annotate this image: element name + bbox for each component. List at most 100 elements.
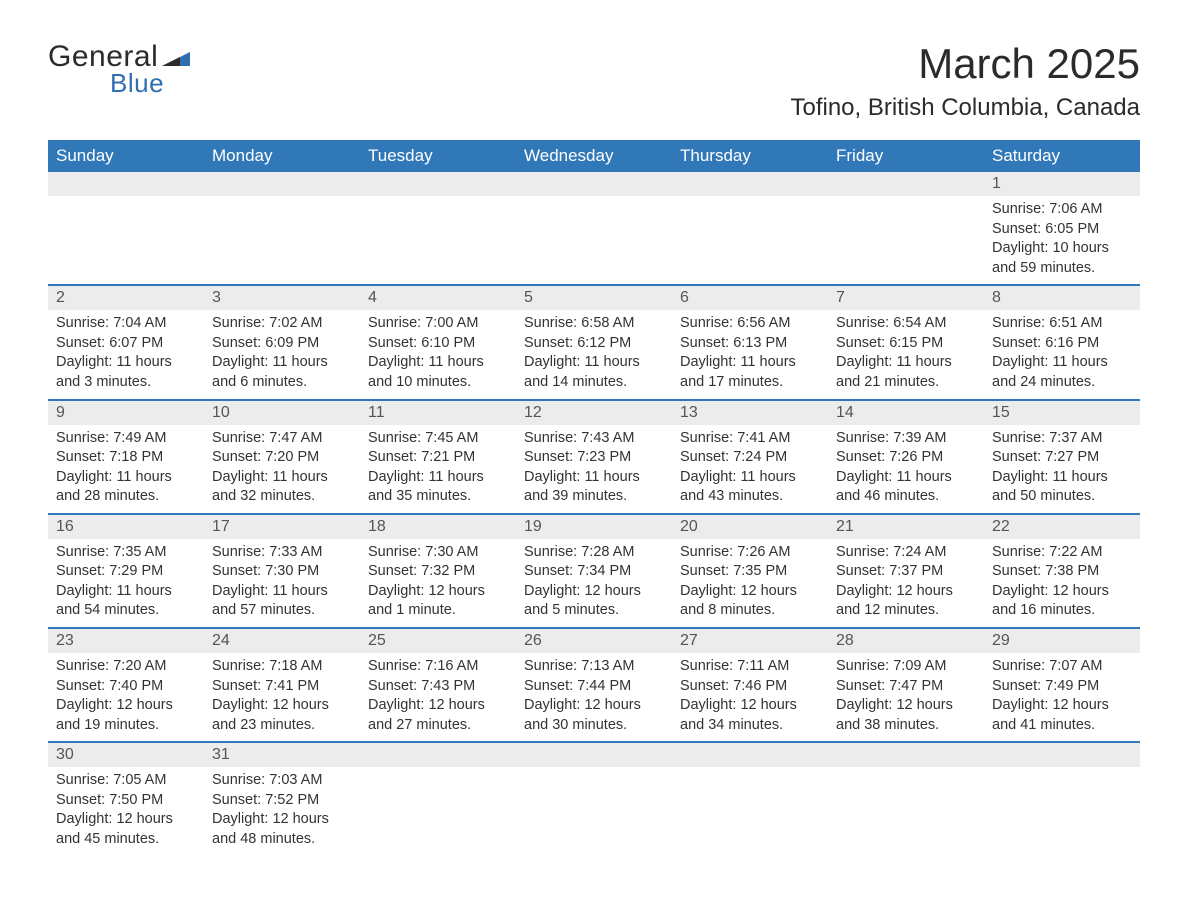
day-number-bar-empty [516, 172, 672, 196]
day-content-empty [204, 196, 360, 206]
day-content: Sunrise: 7:28 AMSunset: 7:34 PMDaylight:… [516, 539, 672, 627]
sunrise-line: Sunrise: 7:45 AM [368, 429, 508, 449]
sunset-line: Sunset: 7:44 PM [524, 677, 664, 697]
header: General Blue March 2025 Tofino, British … [48, 40, 1140, 122]
calendar-day-cell: 16Sunrise: 7:35 AMSunset: 7:29 PMDayligh… [48, 513, 204, 627]
weekday-header: Sunday [48, 140, 204, 172]
daylight-line: Daylight: 12 hours and 8 minutes. [680, 582, 820, 621]
day-number-bar: 21 [828, 513, 984, 539]
day-number-bar: 2 [48, 284, 204, 310]
day-number-bar: 30 [48, 741, 204, 767]
day-content: Sunrise: 7:49 AMSunset: 7:18 PMDaylight:… [48, 425, 204, 513]
sunset-line: Sunset: 7:46 PM [680, 677, 820, 697]
sunrise-line: Sunrise: 7:03 AM [212, 771, 352, 791]
calendar-day-cell: 10Sunrise: 7:47 AMSunset: 7:20 PMDayligh… [204, 399, 360, 513]
daylight-line: Daylight: 10 hours and 59 minutes. [992, 239, 1132, 278]
day-number-bar: 12 [516, 399, 672, 425]
day-content-empty [516, 767, 672, 777]
calendar-day-cell: 28Sunrise: 7:09 AMSunset: 7:47 PMDayligh… [828, 627, 984, 741]
sunset-line: Sunset: 7:29 PM [56, 562, 196, 582]
sunrise-line: Sunrise: 7:49 AM [56, 429, 196, 449]
sunrise-line: Sunrise: 7:00 AM [368, 314, 508, 334]
day-number-bar: 1 [984, 172, 1140, 196]
sunset-line: Sunset: 7:50 PM [56, 791, 196, 811]
sunset-line: Sunset: 6:12 PM [524, 334, 664, 354]
sunrise-line: Sunrise: 7:43 AM [524, 429, 664, 449]
day-content-empty [828, 196, 984, 206]
calendar-day-cell: 3Sunrise: 7:02 AMSunset: 6:09 PMDaylight… [204, 284, 360, 398]
sunrise-line: Sunrise: 7:41 AM [680, 429, 820, 449]
sunset-line: Sunset: 6:13 PM [680, 334, 820, 354]
daylight-line: Daylight: 11 hours and 57 minutes. [212, 582, 352, 621]
sunrise-line: Sunrise: 7:09 AM [836, 657, 976, 677]
calendar-day-cell: 8Sunrise: 6:51 AMSunset: 6:16 PMDaylight… [984, 284, 1140, 398]
sunset-line: Sunset: 7:26 PM [836, 448, 976, 468]
day-content: Sunrise: 7:24 AMSunset: 7:37 PMDaylight:… [828, 539, 984, 627]
day-number-bar: 17 [204, 513, 360, 539]
day-number-bar: 20 [672, 513, 828, 539]
sunset-line: Sunset: 7:18 PM [56, 448, 196, 468]
sunrise-line: Sunrise: 7:07 AM [992, 657, 1132, 677]
calendar-day-cell: 24Sunrise: 7:18 AMSunset: 7:41 PMDayligh… [204, 627, 360, 741]
location: Tofino, British Columbia, Canada [790, 94, 1140, 122]
day-number-bar-empty [984, 741, 1140, 767]
sunset-line: Sunset: 7:49 PM [992, 677, 1132, 697]
day-number-bar: 3 [204, 284, 360, 310]
weekday-header: Tuesday [360, 140, 516, 172]
sunset-line: Sunset: 7:35 PM [680, 562, 820, 582]
calendar-day-cell [360, 172, 516, 284]
day-content: Sunrise: 7:41 AMSunset: 7:24 PMDaylight:… [672, 425, 828, 513]
day-number-bar: 11 [360, 399, 516, 425]
day-content: Sunrise: 7:30 AMSunset: 7:32 PMDaylight:… [360, 539, 516, 627]
day-content: Sunrise: 7:00 AMSunset: 6:10 PMDaylight:… [360, 310, 516, 398]
weekday-header: Saturday [984, 140, 1140, 172]
daylight-line: Daylight: 12 hours and 12 minutes. [836, 582, 976, 621]
day-content: Sunrise: 7:11 AMSunset: 7:46 PMDaylight:… [672, 653, 828, 741]
daylight-line: Daylight: 12 hours and 34 minutes. [680, 696, 820, 735]
calendar-day-cell [516, 172, 672, 284]
weekday-header: Monday [204, 140, 360, 172]
sunrise-line: Sunrise: 7:33 AM [212, 543, 352, 563]
calendar-day-cell [516, 741, 672, 855]
day-number-bar: 28 [828, 627, 984, 653]
calendar-day-cell [360, 741, 516, 855]
calendar-day-cell [204, 172, 360, 284]
daylight-line: Daylight: 11 hours and 46 minutes. [836, 468, 976, 507]
daylight-line: Daylight: 11 hours and 3 minutes. [56, 353, 196, 392]
day-content: Sunrise: 7:22 AMSunset: 7:38 PMDaylight:… [984, 539, 1140, 627]
calendar-day-cell: 29Sunrise: 7:07 AMSunset: 7:49 PMDayligh… [984, 627, 1140, 741]
daylight-line: Daylight: 11 hours and 43 minutes. [680, 468, 820, 507]
sunset-line: Sunset: 7:34 PM [524, 562, 664, 582]
brand-logo: General Blue [48, 40, 190, 99]
sunset-line: Sunset: 7:52 PM [212, 791, 352, 811]
calendar-day-cell: 13Sunrise: 7:41 AMSunset: 7:24 PMDayligh… [672, 399, 828, 513]
daylight-line: Daylight: 11 hours and 17 minutes. [680, 353, 820, 392]
sunrise-line: Sunrise: 6:51 AM [992, 314, 1132, 334]
day-content: Sunrise: 7:09 AMSunset: 7:47 PMDaylight:… [828, 653, 984, 741]
day-content: Sunrise: 7:45 AMSunset: 7:21 PMDaylight:… [360, 425, 516, 513]
daylight-line: Daylight: 12 hours and 23 minutes. [212, 696, 352, 735]
daylight-line: Daylight: 11 hours and 6 minutes. [212, 353, 352, 392]
day-number-bar: 23 [48, 627, 204, 653]
sunrise-line: Sunrise: 7:39 AM [836, 429, 976, 449]
sunrise-line: Sunrise: 6:56 AM [680, 314, 820, 334]
calendar-day-cell: 22Sunrise: 7:22 AMSunset: 7:38 PMDayligh… [984, 513, 1140, 627]
calendar-day-cell [984, 741, 1140, 855]
day-number-bar: 8 [984, 284, 1140, 310]
calendar-day-cell: 18Sunrise: 7:30 AMSunset: 7:32 PMDayligh… [360, 513, 516, 627]
weekday-header: Friday [828, 140, 984, 172]
day-content: Sunrise: 7:26 AMSunset: 7:35 PMDaylight:… [672, 539, 828, 627]
calendar-day-cell: 7Sunrise: 6:54 AMSunset: 6:15 PMDaylight… [828, 284, 984, 398]
calendar-day-cell: 15Sunrise: 7:37 AMSunset: 7:27 PMDayligh… [984, 399, 1140, 513]
day-content: Sunrise: 6:58 AMSunset: 6:12 PMDaylight:… [516, 310, 672, 398]
sunset-line: Sunset: 7:23 PM [524, 448, 664, 468]
day-content: Sunrise: 7:07 AMSunset: 7:49 PMDaylight:… [984, 653, 1140, 741]
calendar-day-cell: 11Sunrise: 7:45 AMSunset: 7:21 PMDayligh… [360, 399, 516, 513]
day-content: Sunrise: 7:33 AMSunset: 7:30 PMDaylight:… [204, 539, 360, 627]
sunrise-line: Sunrise: 6:54 AM [836, 314, 976, 334]
daylight-line: Daylight: 11 hours and 10 minutes. [368, 353, 508, 392]
sunset-line: Sunset: 6:10 PM [368, 334, 508, 354]
sunrise-line: Sunrise: 7:26 AM [680, 543, 820, 563]
day-content: Sunrise: 7:04 AMSunset: 6:07 PMDaylight:… [48, 310, 204, 398]
calendar-day-cell: 9Sunrise: 7:49 AMSunset: 7:18 PMDaylight… [48, 399, 204, 513]
